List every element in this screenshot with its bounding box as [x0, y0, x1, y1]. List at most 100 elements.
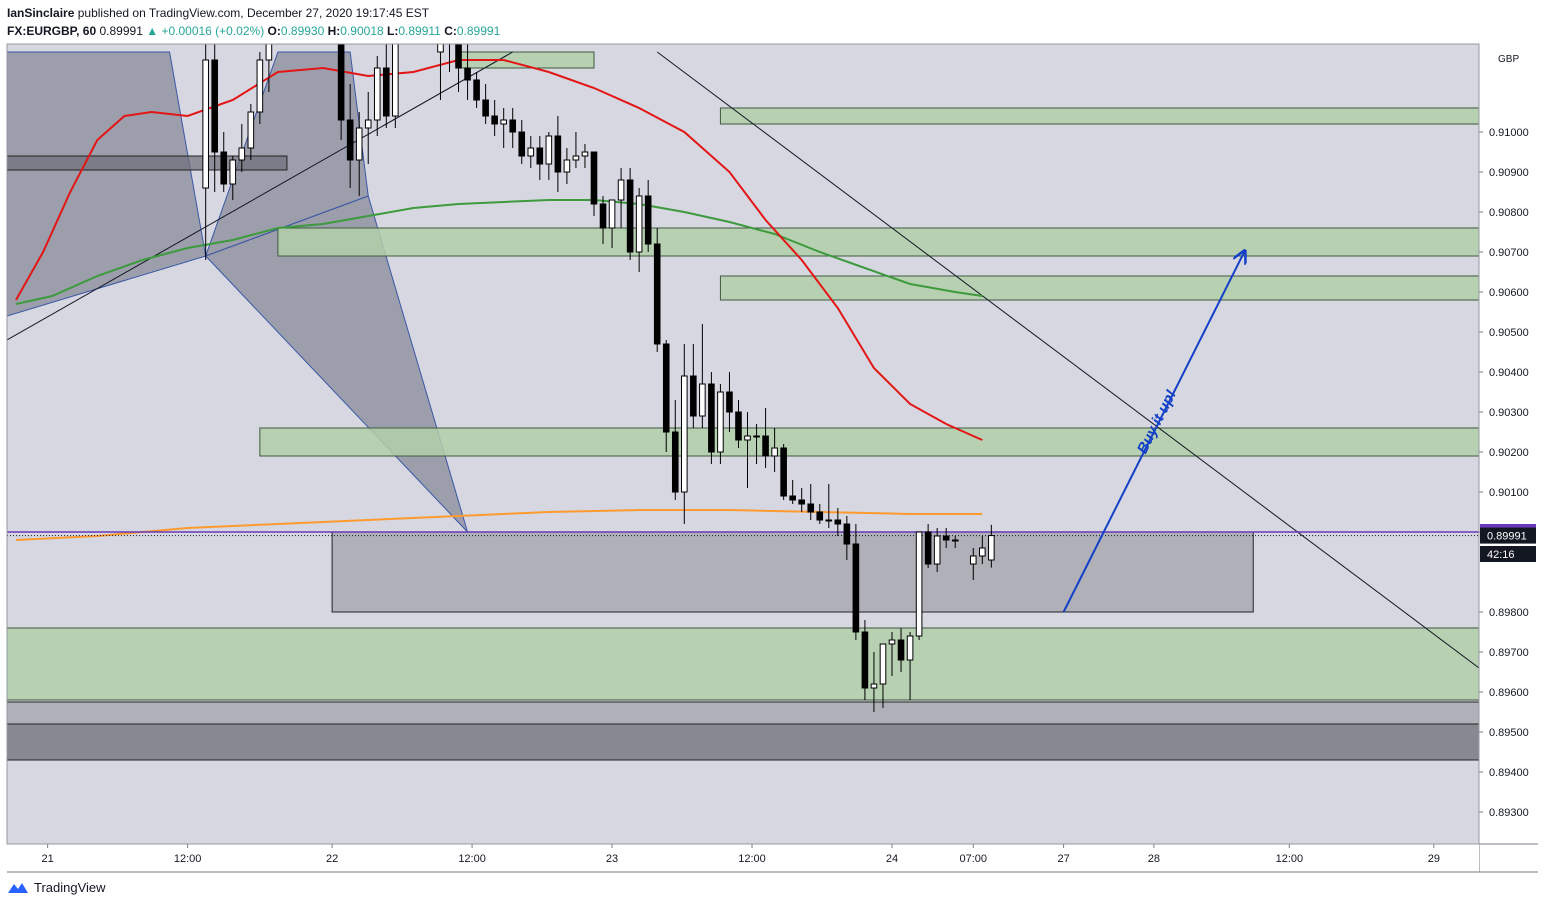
candle[interactable] [355, 112, 363, 196]
candle[interactable] [229, 156, 237, 200]
candle[interactable] [852, 524, 860, 640]
candle[interactable] [373, 56, 381, 136]
gray-zone-3[interactable] [7, 155, 288, 171]
candle[interactable] [392, 32, 399, 128]
candle[interactable] [590, 151, 598, 216]
candle[interactable] [382, 40, 390, 128]
supply-demand-zone-2[interactable] [277, 227, 1479, 257]
candle[interactable] [464, 44, 471, 100]
candle[interactable] [681, 344, 688, 524]
candle[interactable] [364, 92, 372, 164]
trendline-0[interactable] [7, 51, 513, 341]
buy-arrow[interactable] [1062, 252, 1245, 613]
moving-average-orange[interactable] [15, 509, 983, 541]
candle[interactable] [337, 28, 345, 140]
candle[interactable] [699, 324, 706, 428]
candle[interactable] [527, 136, 535, 168]
candle-body [509, 119, 517, 133]
trendline-1[interactable] [656, 51, 1479, 669]
candle[interactable] [653, 228, 661, 352]
candle[interactable] [644, 180, 652, 252]
symbol-label[interactable]: FX:EURGBP, 60 [7, 24, 97, 38]
candle[interactable] [572, 132, 580, 168]
candle[interactable] [563, 148, 571, 184]
candle[interactable] [671, 400, 679, 500]
candle[interactable] [265, 32, 273, 92]
gray-zone-0[interactable] [331, 531, 1254, 613]
candle[interactable] [455, 32, 462, 92]
candle[interactable] [798, 488, 805, 512]
candle-body [346, 119, 354, 161]
candle[interactable] [220, 132, 228, 192]
candle[interactable] [942, 528, 950, 548]
candle[interactable] [979, 536, 986, 564]
moving-average-red[interactable] [15, 59, 983, 441]
candle[interactable] [897, 628, 905, 672]
candle[interactable] [238, 124, 246, 172]
candle[interactable] [247, 104, 255, 160]
candle[interactable] [708, 372, 715, 464]
candle[interactable] [599, 196, 607, 244]
candle[interactable] [789, 480, 796, 504]
harmonic-pattern-0[interactable] [7, 51, 207, 317]
candle[interactable] [437, 28, 444, 100]
candle[interactable] [780, 444, 787, 500]
candle[interactable] [933, 528, 941, 572]
footer-brand[interactable]: TradingView [7, 880, 106, 895]
candle[interactable] [915, 531, 923, 640]
moving-average-green[interactable] [15, 199, 983, 305]
candle[interactable] [545, 132, 553, 180]
supply-demand-zone-4[interactable] [259, 427, 1479, 457]
candle[interactable] [608, 199, 616, 248]
candle[interactable] [834, 508, 842, 536]
plot-border [6, 43, 1480, 845]
candle[interactable] [870, 652, 878, 712]
candle[interactable] [969, 548, 977, 580]
candle[interactable] [771, 428, 778, 472]
candle[interactable] [690, 344, 697, 428]
candle[interactable] [447, 28, 453, 72]
candle[interactable] [635, 188, 643, 272]
candle[interactable] [744, 412, 751, 488]
candle[interactable] [202, 44, 209, 260]
candle[interactable] [825, 484, 833, 528]
candle[interactable] [536, 136, 544, 180]
candle[interactable] [843, 516, 851, 560]
supply-demand-zone-3[interactable] [719, 275, 1479, 301]
supply-demand-zone-1[interactable] [719, 107, 1479, 125]
candle[interactable] [951, 536, 959, 548]
candle[interactable] [581, 144, 589, 168]
candle[interactable] [256, 52, 264, 124]
candle[interactable] [482, 84, 489, 124]
candle[interactable] [554, 116, 562, 192]
candle[interactable] [726, 372, 733, 432]
candle[interactable] [762, 408, 769, 468]
candle[interactable] [807, 484, 815, 520]
candle[interactable] [518, 120, 526, 164]
candle[interactable] [816, 504, 824, 524]
candle[interactable] [717, 384, 724, 464]
gray-zone-2[interactable] [7, 723, 1479, 761]
candle[interactable] [888, 632, 896, 676]
candle[interactable] [626, 168, 634, 260]
candle[interactable] [473, 72, 480, 108]
candle[interactable] [662, 340, 670, 452]
candle[interactable] [988, 524, 995, 568]
candle[interactable] [491, 100, 498, 136]
candle[interactable] [735, 400, 742, 448]
candle[interactable] [500, 108, 507, 148]
candle[interactable] [346, 84, 354, 188]
author-name[interactable]: IanSinclaire [7, 6, 75, 20]
candle[interactable] [861, 620, 869, 700]
candle[interactable] [879, 643, 887, 708]
candle[interactable] [211, 28, 219, 192]
candle[interactable] [509, 108, 517, 148]
gray-zone-1[interactable] [7, 701, 1479, 725]
candle[interactable] [617, 168, 625, 228]
candle[interactable] [906, 632, 914, 700]
time-tick-label: 24 [886, 853, 898, 865]
supply-demand-zone-5[interactable] [7, 627, 1479, 701]
candle[interactable] [753, 424, 760, 464]
candle[interactable] [924, 524, 932, 568]
